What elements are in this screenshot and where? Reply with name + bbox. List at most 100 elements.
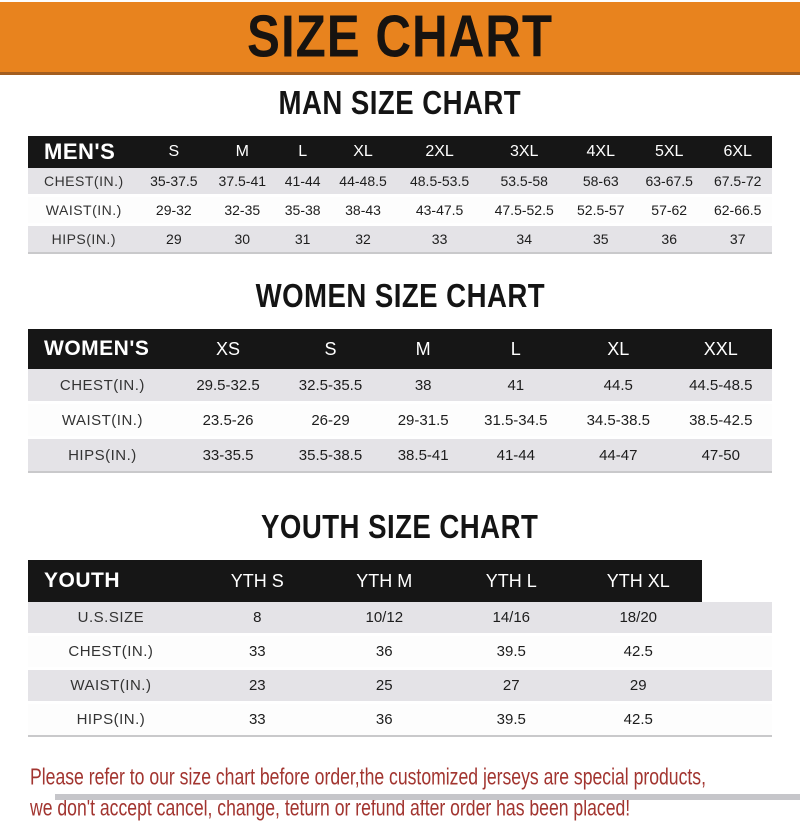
size-value: 57-62 <box>634 195 704 225</box>
size-value: 35-38 <box>276 195 329 225</box>
row-spacer <box>701 634 772 669</box>
row-label: HIPS(IN.) <box>28 437 177 472</box>
size-value: 32.5-35.5 <box>279 369 382 403</box>
size-value: 23 <box>193 668 321 703</box>
section-youth: YOUTH SIZE CHART YOUTH YTH S YTH M YTH L YTH… <box>0 509 800 737</box>
size-value: 34 <box>481 224 567 253</box>
size-chart-banner: SIZE CHART <box>0 0 800 75</box>
table-header-row: WOMEN'S XS S M L XL XXL <box>28 329 772 369</box>
column-header: YTH S <box>193 560 321 602</box>
size-value: 47-50 <box>669 437 772 472</box>
size-value: 32-35 <box>208 195 277 225</box>
section-men: MAN SIZE CHART MEN'S S M L XL 2XL 3XL 4XL 5XL 6XL… <box>0 84 800 254</box>
size-value: 33 <box>193 702 321 736</box>
size-value: 33 <box>193 634 321 669</box>
row-label: WAIST(IN.) <box>28 195 140 225</box>
section-women: WOMEN SIZE CHART WOMEN'S XS S M L XL XXL CHEST(… <box>0 278 800 473</box>
size-value: 44-48.5 <box>328 168 398 196</box>
row-label: WAIST(IN.) <box>28 668 194 703</box>
row-label: WAIST(IN.) <box>28 402 177 438</box>
row-spacer <box>701 668 772 703</box>
size-value: 36 <box>320 702 448 736</box>
size-value: 42.5 <box>574 702 702 736</box>
size-value: 18/20 <box>574 602 702 635</box>
size-value: 38.5-41 <box>381 437 465 472</box>
size-value: 34.5-38.5 <box>567 402 670 438</box>
row-label: HIPS(IN.) <box>28 702 194 736</box>
size-value: 36 <box>320 634 448 669</box>
row-label: CHEST(IN.) <box>28 369 177 403</box>
size-value: 41-44 <box>464 437 568 472</box>
size-value: 8 <box>193 602 321 635</box>
size-value: 10/12 <box>320 602 448 635</box>
order-notice-line-1: Please refer to our size chart before or… <box>30 763 706 790</box>
men-size-table: MEN'S S M L XL 2XL 3XL 4XL 5XL 6XL CHEST(IN.) 35-37… <box>28 136 772 254</box>
table-group-label: MEN'S <box>28 136 140 168</box>
column-header: 2XL <box>397 136 482 168</box>
row-label: CHEST(IN.) <box>28 168 140 196</box>
size-value: 31 <box>276 224 329 253</box>
column-header: 3XL <box>481 136 567 168</box>
size-value: 33 <box>397 224 482 253</box>
size-value: 23.5-26 <box>176 402 280 438</box>
table-header-row: YOUTH YTH S YTH M YTH L YTH XL <box>28 560 772 602</box>
bottom-edge-strip <box>55 794 800 800</box>
table-row: CHEST(IN.) 35-37.5 37.5-41 41-44 44-48.5 48.5… <box>28 168 772 196</box>
row-spacer <box>701 602 772 635</box>
size-value: 31.5-34.5 <box>464 402 568 438</box>
size-value: 48.5-53.5 <box>397 168 482 196</box>
column-header: L <box>464 329 568 369</box>
table-row: HIPS(IN.) 29 30 31 32 33 34 35 36 37 <box>28 224 772 253</box>
size-value: 29-31.5 <box>381 402 465 438</box>
men-section-title: MAN SIZE CHART <box>0 84 800 123</box>
size-value: 39.5 <box>447 702 575 736</box>
size-value: 47.5-52.5 <box>481 195 567 225</box>
column-header: XXL <box>669 329 772 369</box>
column-header: YTH L <box>447 560 575 602</box>
table-header-row: MEN'S S M L XL 2XL 3XL 4XL 5XL 6XL <box>28 136 772 168</box>
size-value: 29 <box>574 668 702 703</box>
size-value: 38.5-42.5 <box>669 402 772 438</box>
men-section-title-text: MAN SIZE CHART <box>278 84 522 122</box>
size-value: 32 <box>328 224 398 253</box>
row-label: U.S.SIZE <box>28 602 194 635</box>
size-value: 27 <box>447 668 575 703</box>
column-header: XS <box>176 329 280 369</box>
column-header: 5XL <box>634 136 704 168</box>
size-value: 35 <box>566 224 635 253</box>
size-value: 37.5-41 <box>208 168 277 196</box>
size-value: 29-32 <box>139 195 209 225</box>
size-value: 38-43 <box>328 195 398 225</box>
table-row: WAIST(IN.) 29-32 32-35 35-38 38-43 43-47.5 47.… <box>28 195 772 225</box>
size-value: 52.5-57 <box>566 195 635 225</box>
size-value: 35.5-38.5 <box>279 437 382 472</box>
column-header: S <box>279 329 382 369</box>
column-header: YTH XL <box>574 560 702 602</box>
table-row: HIPS(IN.) 33 36 39.5 42.5 <box>28 702 772 736</box>
size-value: 67.5-72 <box>703 168 772 196</box>
column-header: YTH M <box>320 560 448 602</box>
size-value: 29 <box>139 224 209 253</box>
column-header: L <box>276 136 329 168</box>
women-section-title: WOMEN SIZE CHART <box>0 278 800 316</box>
size-value: 53.5-58 <box>481 168 567 196</box>
table-row: U.S.SIZE 8 10/12 14/16 18/20 <box>28 602 772 635</box>
column-header: M <box>381 329 465 369</box>
banner-title: SIZE CHART <box>247 3 553 71</box>
column-header: 4XL <box>566 136 635 168</box>
youth-section-title: YOUTH SIZE CHART <box>0 509 800 547</box>
column-header: 6XL <box>703 136 772 168</box>
size-value: 30 <box>208 224 277 253</box>
table-group-label: YOUTH <box>28 560 194 602</box>
column-header: M <box>208 136 277 168</box>
table-row: HIPS(IN.) 33-35.5 35.5-38.5 38.5-41 41-44 44-… <box>28 437 772 472</box>
size-value: 62-66.5 <box>703 195 772 225</box>
youth-size-table: YOUTH YTH S YTH M YTH L YTH XL U.S.SIZE 8 10/12… <box>28 560 772 737</box>
size-value: 39.5 <box>447 634 575 669</box>
size-value: 33-35.5 <box>176 437 280 472</box>
size-value: 29.5-32.5 <box>176 369 280 403</box>
size-value: 35-37.5 <box>139 168 209 196</box>
size-value: 58-63 <box>566 168 635 196</box>
row-label: HIPS(IN.) <box>28 224 140 253</box>
size-value: 42.5 <box>574 634 702 669</box>
